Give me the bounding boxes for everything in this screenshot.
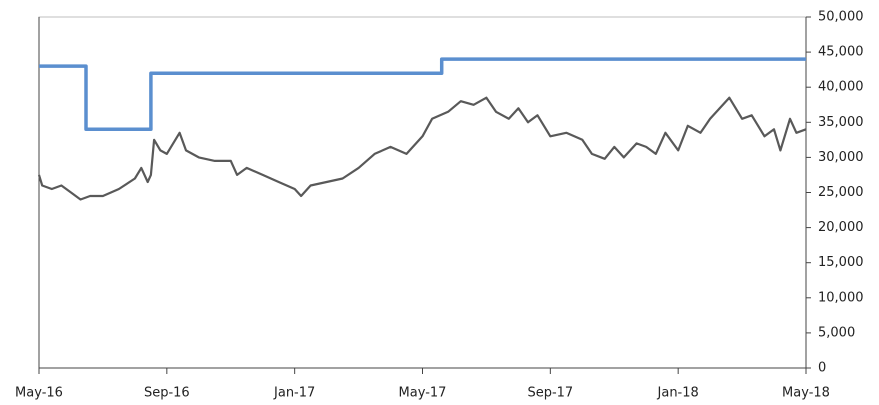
x-tick-label: Jan-18 [657, 386, 699, 401]
y-tick-label: 0 [818, 361, 826, 376]
plot-area [38, 16, 807, 369]
y-tick-label: 40,000 [818, 80, 864, 95]
y-tick-label: 15,000 [818, 255, 864, 270]
x-tick-label: May-17 [399, 386, 447, 401]
y-tick-label: 10,000 [818, 290, 864, 305]
x-tick-label: Sep-17 [527, 386, 573, 401]
x-tick-label: May-18 [782, 386, 830, 401]
x-tick-label: May-16 [15, 386, 63, 401]
x-tick-label: Sep-16 [144, 386, 190, 401]
series-line [39, 57, 806, 132]
y-tick-label: 45,000 [818, 45, 864, 60]
y-tick-label: 25,000 [818, 185, 864, 200]
x-tick-label: Jan-17 [273, 386, 315, 401]
y-tick-label: 5,000 [818, 325, 855, 340]
y-tick-label: 35,000 [818, 115, 864, 130]
y-tick-label: 50,000 [818, 10, 864, 25]
series-line [37, 96, 807, 201]
y-tick-label: 20,000 [818, 220, 864, 235]
y-tick-label: 30,000 [818, 150, 864, 165]
